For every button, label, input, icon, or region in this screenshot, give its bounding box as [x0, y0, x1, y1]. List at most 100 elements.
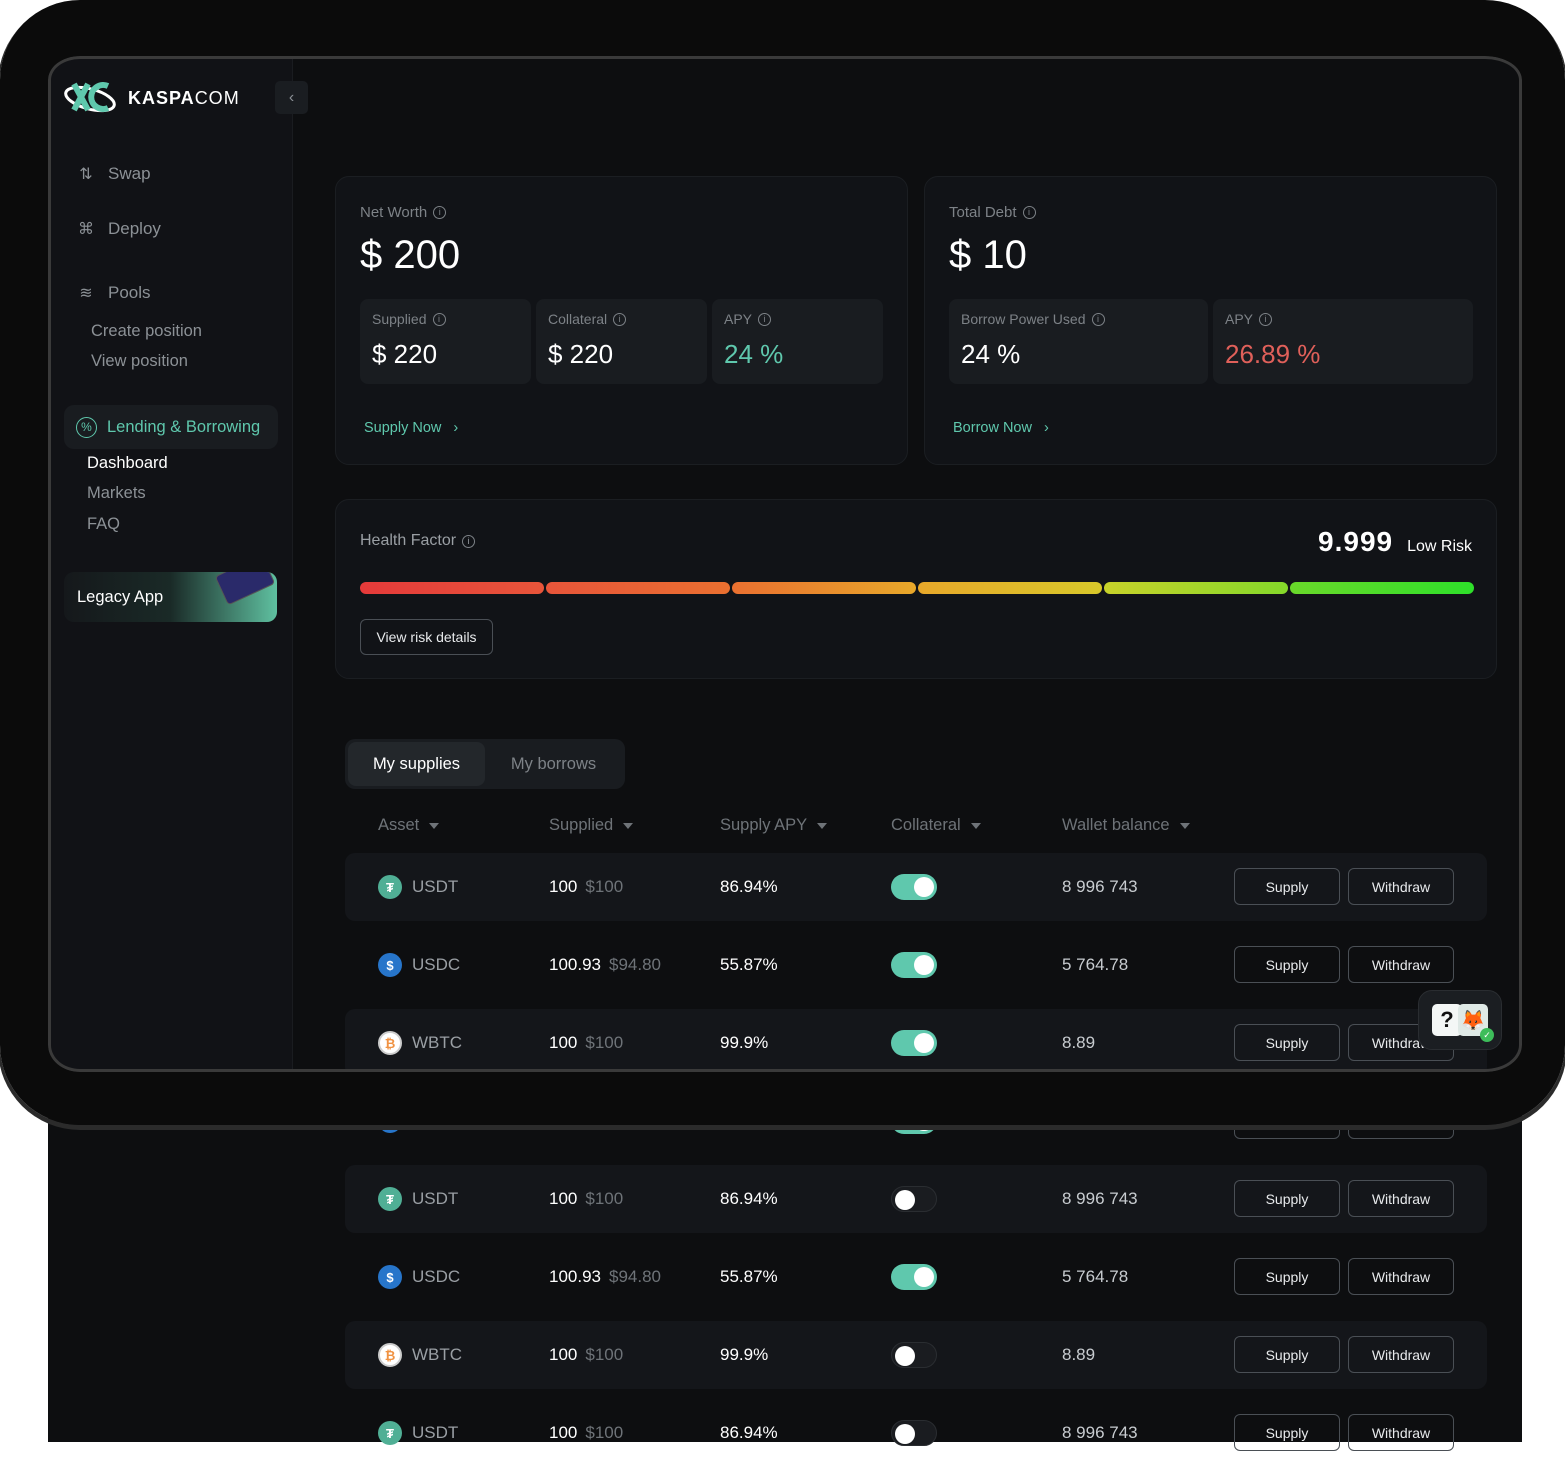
asset-cell: ₮ USDT [378, 1399, 458, 1467]
info-icon[interactable]: i [1259, 312, 1273, 326]
nav-markets[interactable]: Markets [87, 484, 146, 502]
supplied-cell: 100.93 $94.80 [549, 1243, 661, 1311]
supplied-cell: 100.93 $94.80 [549, 931, 661, 999]
nav-swap-label: Swap [108, 164, 151, 183]
swap-arrows-icon: ⇅ [79, 166, 93, 183]
wbtc-coin-icon: ₿ [378, 1343, 402, 1367]
withdraw-button[interactable]: Withdraw [1348, 1180, 1454, 1217]
supply-button[interactable]: Supply [1234, 1102, 1340, 1139]
info-icon[interactable]: i [462, 534, 476, 548]
borrow-power-value: 24 % [961, 339, 1021, 369]
supply-button[interactable]: Supply [1234, 868, 1340, 905]
logo[interactable]: KASPACOM [64, 80, 240, 116]
nav-swap[interactable]: ⇅ Swap [76, 164, 151, 184]
supply-button[interactable]: Supply [1234, 1258, 1340, 1295]
asset-cell: ₿ WBTC [378, 1009, 462, 1077]
risk-bar-segment [1290, 582, 1474, 594]
supply-button[interactable]: Supply [1234, 946, 1340, 983]
table-row: ₮ USDT 100 $100 86.94% 8 996 743 Supply Withdra… [345, 1165, 1487, 1233]
info-icon[interactable]: i [433, 206, 447, 219]
collateral-toggle[interactable] [891, 1342, 937, 1368]
header-collateral[interactable]: Collateral [891, 816, 981, 835]
net-worth-label: Net Worth i [360, 204, 447, 221]
withdraw-button[interactable]: Withdraw [1348, 868, 1454, 905]
asset-name: USDT [412, 1189, 459, 1208]
asset-cell: $ USDC [378, 1087, 460, 1155]
supplied-stat: Supplied i $ 220 [360, 299, 531, 384]
withdraw-button[interactable]: Withdraw [1348, 946, 1454, 983]
health-factor-value: 9.999 [1318, 526, 1394, 557]
nav-pools[interactable]: ≋ Pools [76, 283, 150, 303]
wbtc-coin-icon: ₿ [378, 1031, 402, 1055]
wallet-connect-button[interactable]: ? 🦊 ✓ [1418, 990, 1502, 1050]
supplied-usd: $100 [585, 1033, 624, 1052]
tab-my-supplies[interactable]: My supplies [348, 742, 485, 786]
check-icon: ✓ [1480, 1028, 1494, 1042]
header-asset[interactable]: Asset [378, 816, 440, 835]
risk-bar-segment [546, 582, 730, 594]
asset-name: USDC [412, 1267, 461, 1286]
legacy-app-button[interactable]: Legacy App [64, 572, 277, 622]
supply-now-link[interactable]: Supply Now › [364, 420, 459, 436]
nav-deploy[interactable]: ⌘ Deploy [76, 219, 161, 239]
supply-apy: 55.87% [720, 955, 778, 974]
asset-cell: ₿ WBTC [378, 1321, 462, 1389]
sort-caret-icon [429, 822, 440, 829]
waves-icon: ≋ [79, 285, 93, 302]
supplied-amount: 100 [549, 1189, 578, 1208]
collateral-toggle[interactable] [891, 952, 937, 978]
wallet-balance: 5 764.78 [1062, 1267, 1129, 1286]
tab-my-borrows[interactable]: My borrows [510, 754, 597, 773]
wallet-balance: 5 764.78 [1062, 1111, 1129, 1130]
info-icon[interactable]: i [1022, 206, 1036, 219]
supply-button[interactable]: Supply [1234, 1024, 1340, 1061]
header-wallet-balance[interactable]: Wallet balance [1062, 816, 1190, 835]
collateral-toggle[interactable] [891, 1108, 937, 1134]
nav-lending-label: Lending & Borrowing [107, 417, 261, 436]
chevron-right-icon: › [453, 420, 459, 436]
supplies-borrows-tabs: My supplies My borrows [345, 739, 625, 789]
usdc-coin-icon: $ [378, 953, 402, 977]
withdraw-button[interactable]: Withdraw [1348, 1102, 1454, 1139]
header-supplied[interactable]: Supplied [549, 816, 634, 835]
info-icon[interactable]: i [1091, 312, 1105, 326]
deploy-command-icon: ⌘ [78, 221, 94, 238]
nav-lending-borrowing[interactable]: % Lending & Borrowing [64, 405, 278, 449]
withdraw-button[interactable]: Withdraw [1348, 1414, 1454, 1451]
collateral-toggle[interactable] [891, 1186, 937, 1212]
supplied-amount: 100.93 [549, 1111, 601, 1130]
supply-button[interactable]: Supply [1234, 1414, 1340, 1451]
supplied-usd: $100 [585, 1345, 624, 1364]
nav-faq[interactable]: FAQ [87, 515, 121, 533]
wallet-balance: 8 996 743 [1062, 877, 1138, 896]
supplied-cell: 100 $100 [549, 1399, 623, 1467]
withdraw-button[interactable]: Withdraw [1348, 1258, 1454, 1295]
supplied-usd: $100 [585, 1189, 624, 1208]
nav-create-position[interactable]: Create position [91, 322, 202, 340]
nav-dashboard[interactable]: Dashboard [87, 454, 168, 472]
supply-button[interactable]: Supply [1234, 1180, 1340, 1217]
collateral-toggle[interactable] [891, 1030, 937, 1056]
supplied-cell: 100 $100 [549, 1165, 623, 1233]
collapse-sidebar-button[interactable]: ‹ [275, 81, 308, 114]
info-icon[interactable]: i [432, 312, 446, 326]
total-debt-label: Total Debt i [949, 204, 1036, 221]
info-icon[interactable]: i [758, 312, 772, 326]
supply-button[interactable]: Supply [1234, 1336, 1340, 1373]
borrow-now-link[interactable]: Borrow Now › [953, 420, 1049, 436]
risk-bar-segment [732, 582, 916, 594]
supplied-cell: 100 $100 [549, 1321, 623, 1389]
withdraw-button[interactable]: Withdraw [1348, 1336, 1454, 1373]
info-icon[interactable]: i [613, 312, 627, 326]
collateral-cell [891, 931, 937, 999]
collateral-toggle[interactable] [891, 874, 937, 900]
health-factor-card: Health Factor i 9.999 Low Risk View risk … [335, 499, 1497, 679]
collateral-toggle[interactable] [891, 1264, 937, 1290]
asset-cell: $ USDC [378, 931, 460, 999]
header-supply-apy[interactable]: Supply APY [720, 816, 828, 835]
collateral-toggle[interactable] [891, 1420, 937, 1446]
usdc-coin-icon: $ [378, 1109, 402, 1133]
view-risk-details-button[interactable]: View risk details [360, 619, 493, 655]
nav-view-position[interactable]: View position [91, 352, 188, 370]
apy-value: 24 % [724, 339, 784, 369]
